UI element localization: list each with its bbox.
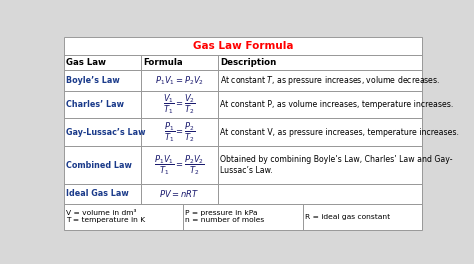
- Bar: [64, 204, 183, 230]
- Bar: [218, 55, 422, 70]
- Bar: [64, 119, 141, 146]
- Bar: [218, 184, 422, 204]
- Bar: [218, 70, 422, 91]
- Text: Obtained by combining Boyle’s Law, Charles’ Law and Gay-
Lussac’s Law.: Obtained by combining Boyle’s Law, Charl…: [220, 155, 453, 175]
- Bar: [64, 37, 422, 55]
- Bar: [218, 91, 422, 119]
- Text: $PV = nRT$: $PV = nRT$: [159, 188, 199, 199]
- Bar: [64, 204, 183, 230]
- Bar: [218, 146, 422, 184]
- Bar: [141, 70, 218, 91]
- Bar: [64, 119, 141, 146]
- Text: At constant P, as volume increases, temperature increases.: At constant P, as volume increases, temp…: [220, 100, 454, 109]
- Bar: [218, 146, 422, 184]
- Bar: [64, 37, 422, 55]
- Bar: [218, 119, 422, 146]
- Bar: [218, 70, 422, 91]
- Text: $P_1V_1 = P_2V_2$: $P_1V_1 = P_2V_2$: [155, 74, 204, 87]
- Bar: [64, 55, 141, 70]
- Bar: [141, 119, 218, 146]
- Bar: [64, 70, 141, 91]
- Bar: [141, 119, 218, 146]
- Bar: [64, 184, 141, 204]
- Bar: [303, 204, 422, 230]
- Text: Ideal Gas Law: Ideal Gas Law: [66, 189, 128, 198]
- Bar: [141, 146, 218, 184]
- Text: $\dfrac{P_1V_1}{T_1} = \dfrac{P_2V_2}{T_2}$: $\dfrac{P_1V_1}{T_1} = \dfrac{P_2V_2}{T_…: [154, 153, 205, 177]
- Bar: [218, 91, 422, 119]
- Bar: [141, 184, 218, 204]
- Text: Description: Description: [220, 58, 276, 67]
- Bar: [218, 119, 422, 146]
- Bar: [64, 55, 141, 70]
- Text: Formula: Formula: [143, 58, 182, 67]
- Bar: [141, 70, 218, 91]
- Bar: [218, 55, 422, 70]
- Text: Combined Law: Combined Law: [66, 161, 132, 169]
- Text: V = volume in dm³
T = temperature in K: V = volume in dm³ T = temperature in K: [66, 210, 145, 223]
- Text: $\dfrac{P_1}{T_1} = \dfrac{P_2}{T_2}$: $\dfrac{P_1}{T_1} = \dfrac{P_2}{T_2}$: [164, 121, 195, 144]
- Bar: [183, 204, 303, 230]
- Bar: [141, 55, 218, 70]
- Bar: [141, 91, 218, 119]
- Text: Gas Law: Gas Law: [66, 58, 106, 67]
- Bar: [64, 146, 141, 184]
- Bar: [141, 184, 218, 204]
- Text: Boyle’s Law: Boyle’s Law: [66, 76, 119, 85]
- Bar: [64, 91, 141, 119]
- Bar: [141, 146, 218, 184]
- Bar: [141, 91, 218, 119]
- Bar: [183, 204, 303, 230]
- Text: At constant $T$, as pressure increases, volume decreases.: At constant $T$, as pressure increases, …: [220, 74, 440, 87]
- Bar: [64, 184, 141, 204]
- Text: Charles’ Law: Charles’ Law: [66, 100, 124, 109]
- Text: At constant V, as pressure increases, temperature increases.: At constant V, as pressure increases, te…: [220, 128, 459, 137]
- Bar: [64, 91, 141, 119]
- Text: Gay-Lussac’s Law: Gay-Lussac’s Law: [66, 128, 146, 137]
- Text: P = pressure in kPa
n = number of moles: P = pressure in kPa n = number of moles: [185, 210, 264, 223]
- Text: R = ideal gas constant: R = ideal gas constant: [305, 214, 390, 220]
- Bar: [64, 146, 141, 184]
- Bar: [303, 204, 422, 230]
- Bar: [64, 70, 141, 91]
- Text: $\dfrac{V_1}{T_1} = \dfrac{V_2}{T_2}$: $\dfrac{V_1}{T_1} = \dfrac{V_2}{T_2}$: [163, 93, 196, 116]
- Text: Gas Law Formula: Gas Law Formula: [192, 41, 293, 51]
- Bar: [141, 55, 218, 70]
- Bar: [218, 184, 422, 204]
